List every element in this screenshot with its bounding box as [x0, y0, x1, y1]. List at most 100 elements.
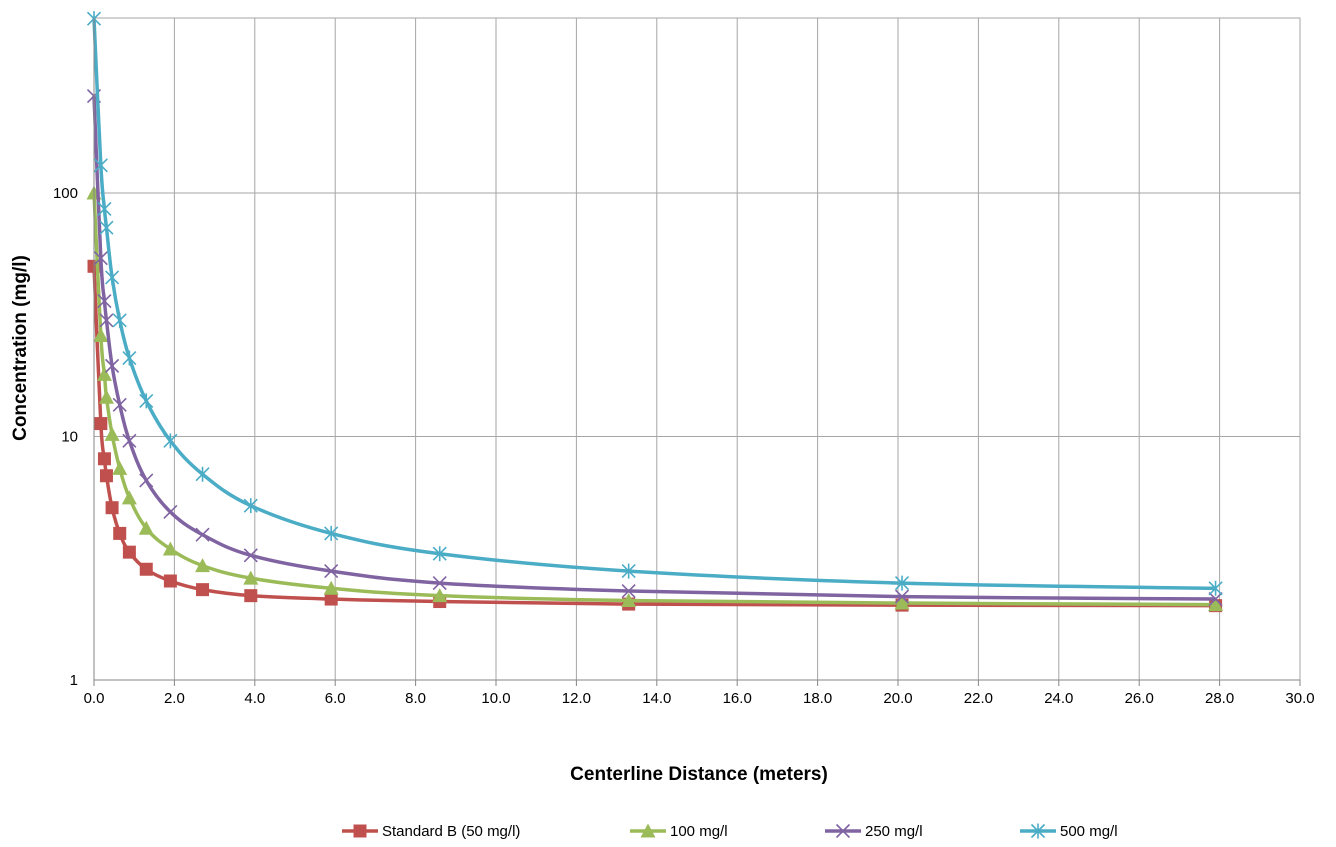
series-line: [92, 266, 1216, 608]
x-tick-label: 8.0: [405, 690, 426, 707]
series-layer: [86, 11, 1224, 613]
data-point: [621, 563, 636, 579]
legend-item: 250 mg/l: [825, 823, 923, 840]
data-point: [196, 583, 210, 597]
data-point: [324, 564, 339, 579]
series-line: [92, 96, 1216, 601]
data-point: [324, 592, 338, 606]
data-point: [139, 393, 154, 409]
data-point: [1208, 591, 1223, 607]
x-tick-label: 0.0: [84, 690, 105, 707]
data-point: [894, 589, 910, 604]
data-point: [432, 588, 448, 603]
y-tick-label: 10: [61, 429, 78, 446]
data-point: [195, 558, 211, 573]
data-point: [104, 426, 120, 441]
data-point: [162, 541, 178, 556]
data-point: [323, 580, 339, 595]
data-point: [105, 269, 120, 285]
data-point: [621, 583, 636, 599]
data-point: [138, 520, 154, 535]
data-point: [98, 389, 114, 404]
data-point: [621, 593, 637, 608]
legend-label: Standard B (50 mg/l): [382, 823, 520, 840]
x-tick-label: 16.0: [723, 690, 752, 707]
data-point: [195, 466, 210, 482]
data-point: [122, 350, 137, 366]
x-tick-label: 4.0: [244, 690, 265, 707]
data-point: [112, 312, 127, 328]
data-point: [94, 417, 108, 431]
x-tick-label: 26.0: [1125, 690, 1154, 707]
legend-item: Standard B (50 mg/l): [342, 823, 520, 840]
x-tick-label: 14.0: [642, 690, 671, 707]
data-point: [163, 574, 177, 588]
data-point: [99, 313, 114, 328]
data-point: [243, 498, 258, 514]
data-point: [93, 157, 108, 173]
legend-swatch-marker: [835, 823, 851, 839]
data-point: [112, 397, 127, 412]
data-point: [432, 546, 447, 562]
x-tick-label: 22.0: [964, 690, 993, 707]
data-point: [163, 433, 178, 449]
data-point: [105, 501, 119, 515]
legend-label: 500 mg/l: [1060, 823, 1118, 840]
series-2: [86, 89, 1223, 607]
legend-swatch-marker: [640, 823, 656, 838]
x-tick-label: 2.0: [164, 690, 185, 707]
x-tick-label: 10.0: [481, 690, 510, 707]
x-tick-label: 18.0: [803, 690, 832, 707]
data-point: [97, 293, 112, 309]
series-1: [86, 185, 1224, 612]
data-point: [105, 358, 120, 373]
data-point: [99, 469, 113, 483]
legend-label: 250 mg/l: [865, 823, 923, 840]
data-point: [139, 562, 153, 576]
data-point: [99, 220, 114, 236]
legend-swatch-marker: [353, 824, 367, 838]
series-3: [86, 11, 1223, 596]
data-point: [112, 460, 128, 475]
data-point: [122, 433, 137, 448]
data-point: [244, 589, 258, 603]
data-point: [894, 575, 910, 591]
data-point: [163, 504, 178, 520]
data-point: [432, 576, 447, 591]
y-tick-label: 100: [53, 185, 78, 202]
data-point: [96, 366, 112, 381]
data-point: [97, 452, 111, 466]
data-point: [122, 545, 136, 559]
data-point: [243, 570, 259, 585]
x-tick-label: 12.0: [562, 690, 591, 707]
x-tick-label: 6.0: [325, 690, 346, 707]
legend-label: 100 mg/l: [670, 823, 728, 840]
y-axis-title: Concentration (mg/l): [10, 255, 31, 441]
legend-item: 500 mg/l: [1020, 823, 1118, 840]
legend: Standard B (50 mg/l) 100 mg/l 250 mg/l 500 …: [342, 823, 1118, 840]
data-point: [93, 327, 109, 342]
data-point: [1208, 597, 1224, 612]
legend-swatch-marker: [1030, 823, 1046, 839]
x-axis-title: Centerline Distance (meters): [570, 764, 828, 785]
data-point: [324, 525, 339, 541]
data-point: [243, 548, 258, 563]
data-point: [195, 527, 210, 542]
series-line: [92, 18, 1216, 591]
x-tick-label: 30.0: [1285, 690, 1314, 707]
x-tick-label: 24.0: [1044, 690, 1073, 707]
data-point: [121, 490, 137, 505]
data-point: [97, 201, 112, 217]
legend-item: 100 mg/l: [630, 823, 728, 840]
x-tick-label: 20.0: [883, 690, 912, 707]
data-point: [1208, 580, 1223, 596]
axis-layer: 0.0 2.0 4.0 6.0 8.0 10.0 12.0 14.0 16.0 18.0 20.0 2…: [53, 18, 1315, 707]
y-tick-label: 1: [70, 672, 78, 689]
x-tick-label: 28.0: [1205, 690, 1234, 707]
data-point: [113, 526, 127, 540]
data-point: [139, 473, 154, 488]
series-line: [92, 192, 1216, 607]
data-point: [894, 595, 910, 610]
